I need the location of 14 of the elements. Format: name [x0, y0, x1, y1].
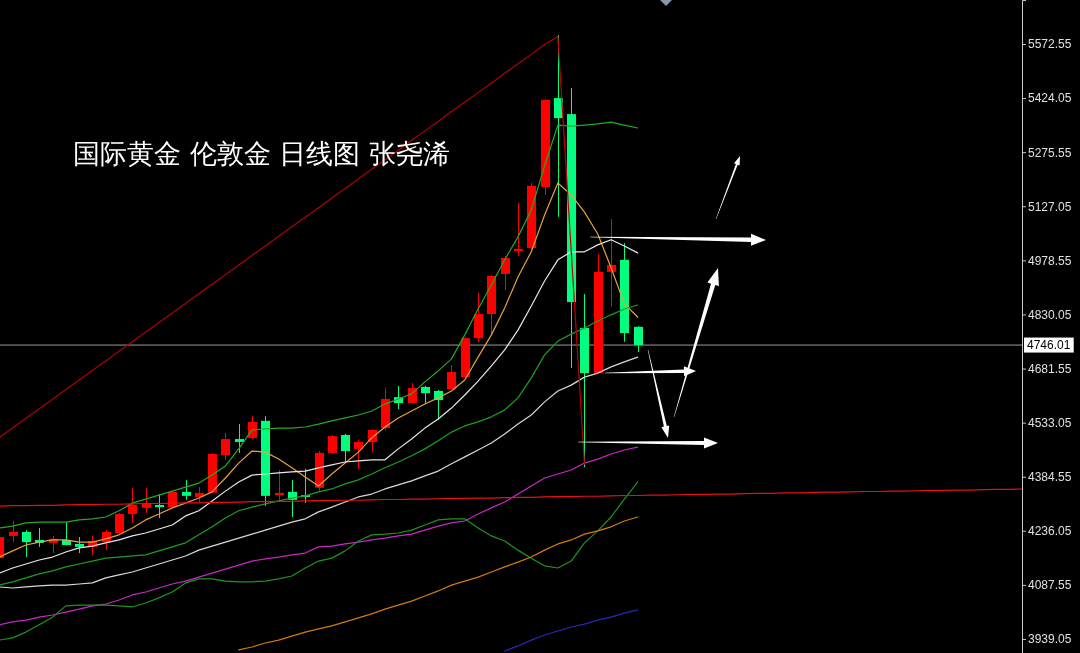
y-tick-label: 4384.55	[1028, 470, 1072, 485]
y-tick-label: 5275.55	[1028, 145, 1072, 160]
y-tick-label: 4978.55	[1028, 253, 1072, 268]
text: 国际黄金 伦敦金 日线图 张尧浠	[73, 138, 450, 169]
ref-line-label: 4746.01	[1027, 338, 1071, 353]
y-tick-label: 4533.05	[1028, 415, 1072, 430]
y-tick-label: 4830.05	[1028, 307, 1072, 322]
y-tick-label: 5127.05	[1028, 199, 1072, 214]
y-tick-label: 4236.05	[1028, 524, 1072, 539]
y-tick-label: 3939.05	[1028, 632, 1072, 647]
y-tick-label: 5572.55	[1028, 37, 1072, 52]
y-tick-label: 4681.55	[1028, 361, 1072, 376]
y-tick-label: 4087.55	[1028, 578, 1072, 593]
y-tick-label: 5424.05	[1028, 91, 1072, 106]
